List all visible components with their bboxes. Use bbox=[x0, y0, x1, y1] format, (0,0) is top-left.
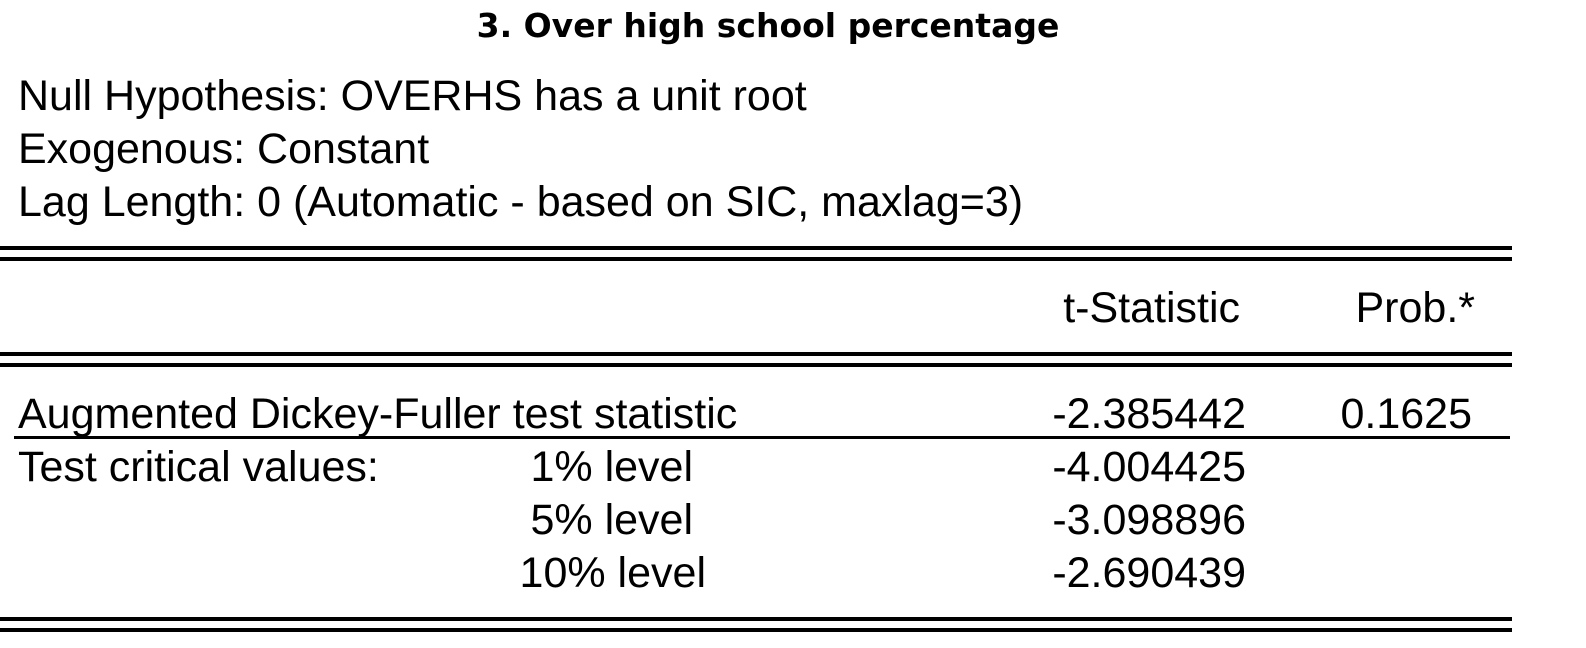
row-divider bbox=[14, 436, 1510, 439]
critical-value: -3.098896 bbox=[1052, 496, 1246, 544]
critical-value: -4.004425 bbox=[1052, 443, 1246, 491]
lag-length-text: Lag Length: 0 (Automatic - based on SIC,… bbox=[18, 178, 1024, 226]
top-double-rule-upper bbox=[0, 246, 1512, 250]
page-title: 3. Over high school percentage bbox=[476, 6, 1060, 45]
level-label: 1% level bbox=[530, 443, 693, 491]
column-header-t-statistic: t-Statistic bbox=[1063, 284, 1240, 332]
adf-label: Augmented Dickey-Fuller test statistic bbox=[18, 390, 738, 438]
header-double-rule-upper bbox=[0, 352, 1512, 356]
level-label: 10% level bbox=[519, 549, 706, 597]
null-hypothesis-text: Null Hypothesis: OVERHS has a unit root bbox=[18, 72, 807, 120]
bottom-double-rule-lower bbox=[0, 628, 1512, 632]
bottom-double-rule-upper bbox=[0, 617, 1512, 621]
top-double-rule-lower bbox=[0, 257, 1512, 261]
critical-value: -2.690439 bbox=[1052, 549, 1246, 597]
column-header-prob: Prob.* bbox=[1355, 284, 1475, 332]
header-double-rule-lower bbox=[0, 363, 1512, 367]
critical-values-label: Test critical values: bbox=[18, 443, 379, 491]
adf-t-statistic: -2.385442 bbox=[1052, 390, 1246, 438]
level-label: 5% level bbox=[530, 496, 693, 544]
exogenous-text: Exogenous: Constant bbox=[18, 125, 430, 173]
adf-prob: 0.1625 bbox=[1340, 390, 1472, 438]
